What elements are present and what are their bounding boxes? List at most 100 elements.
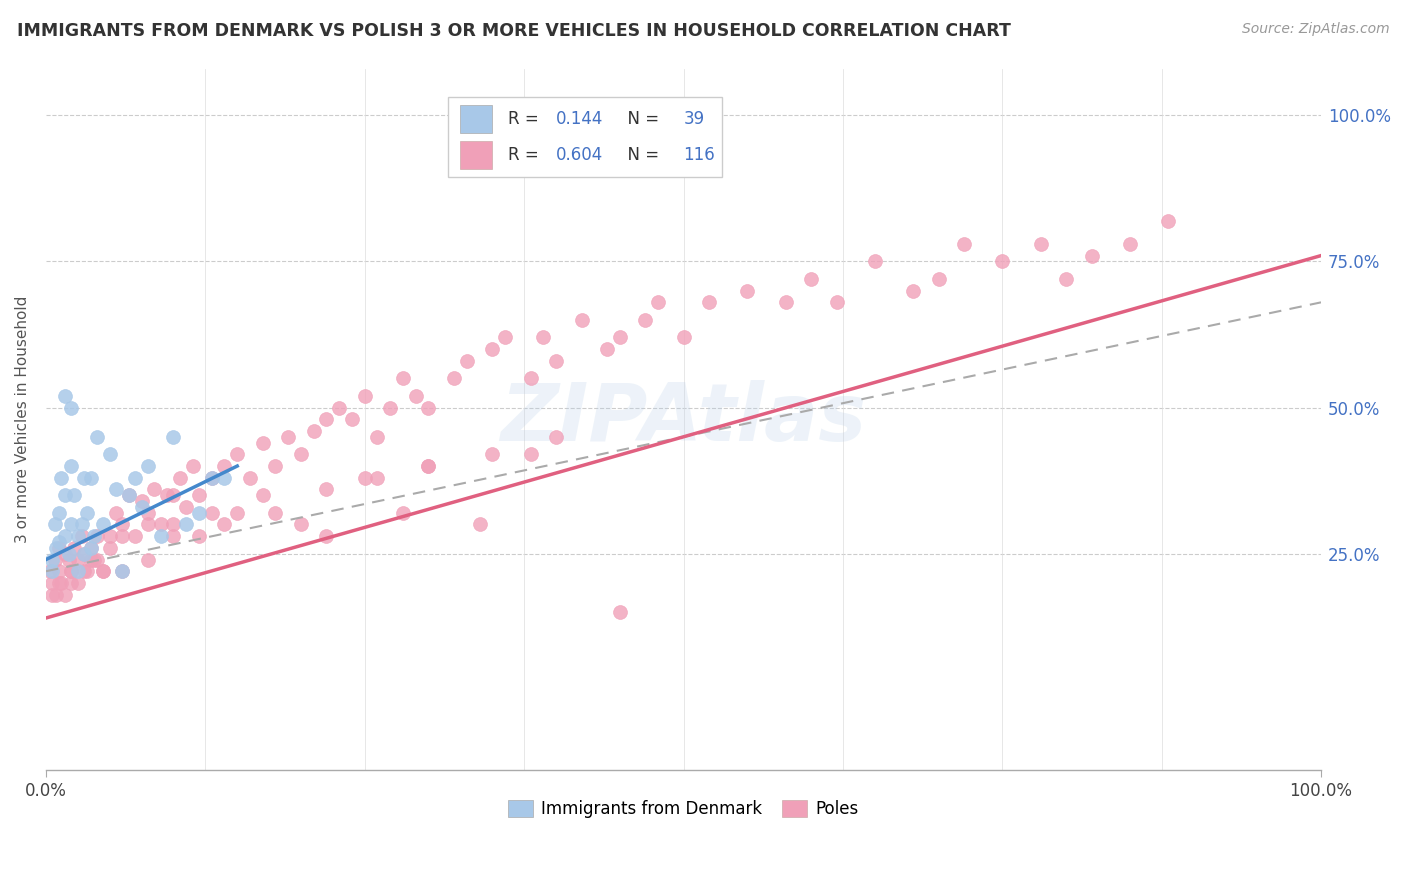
Point — [366, 430, 388, 444]
Point — [98, 447, 121, 461]
Point — [672, 330, 695, 344]
Point — [48, 535, 70, 549]
Point — [83, 529, 105, 543]
Point — [800, 272, 823, 286]
Point — [201, 506, 224, 520]
Point — [519, 447, 541, 461]
Point — [105, 506, 128, 520]
Y-axis label: 3 or more Vehicles in Household: 3 or more Vehicles in Household — [15, 295, 30, 543]
Point — [66, 564, 89, 578]
Point — [1054, 272, 1077, 286]
Point — [188, 488, 211, 502]
Point — [366, 471, 388, 485]
Point — [93, 564, 115, 578]
Bar — [460, 141, 492, 169]
Point — [86, 529, 108, 543]
Point — [79, 541, 101, 555]
Point — [60, 564, 83, 578]
Point — [544, 430, 567, 444]
Point — [51, 471, 73, 485]
Point — [63, 541, 86, 555]
Point — [418, 401, 440, 415]
Point — [60, 401, 83, 415]
Point — [1080, 249, 1102, 263]
FancyBboxPatch shape — [447, 96, 721, 178]
Point — [124, 471, 146, 485]
Point — [735, 284, 758, 298]
Point — [73, 547, 96, 561]
Text: R =: R = — [508, 111, 544, 128]
Point — [825, 295, 848, 310]
Point — [73, 471, 96, 485]
Point — [392, 506, 415, 520]
Point — [596, 342, 619, 356]
Point — [70, 517, 93, 532]
Point — [136, 517, 159, 532]
Point — [392, 371, 415, 385]
Point — [98, 541, 121, 555]
Point — [60, 517, 83, 532]
Point — [79, 552, 101, 566]
Point — [111, 517, 134, 532]
Point — [328, 401, 350, 415]
Point — [131, 494, 153, 508]
Point — [118, 488, 141, 502]
Point — [174, 517, 197, 532]
Text: 0.604: 0.604 — [555, 145, 603, 163]
Point — [76, 506, 98, 520]
Point — [124, 529, 146, 543]
Point — [214, 517, 236, 532]
Point — [45, 588, 67, 602]
Point — [111, 529, 134, 543]
Point — [443, 371, 465, 385]
Point — [226, 447, 249, 461]
Point — [264, 506, 287, 520]
Point — [481, 447, 503, 461]
Point — [226, 506, 249, 520]
Point — [162, 430, 184, 444]
Point — [111, 564, 134, 578]
Text: Source: ZipAtlas.com: Source: ZipAtlas.com — [1241, 22, 1389, 37]
Point — [697, 295, 720, 310]
Point — [143, 483, 166, 497]
Point — [162, 488, 184, 502]
Point — [53, 488, 76, 502]
Point — [79, 471, 101, 485]
Point — [48, 576, 70, 591]
Point — [105, 483, 128, 497]
Text: ZIPAtlas: ZIPAtlas — [501, 380, 866, 458]
Point — [315, 529, 337, 543]
Point — [53, 529, 76, 543]
Point — [405, 389, 427, 403]
Text: N =: N = — [617, 111, 665, 128]
Point — [118, 488, 141, 502]
Point — [73, 564, 96, 578]
Point — [93, 517, 115, 532]
Point — [1157, 213, 1180, 227]
Point — [571, 313, 593, 327]
Point — [41, 564, 63, 578]
Point — [181, 458, 204, 473]
Point — [494, 330, 516, 344]
Legend: Immigrants from Denmark, Poles: Immigrants from Denmark, Poles — [502, 793, 866, 825]
Point — [928, 272, 950, 286]
Text: 0.144: 0.144 — [555, 111, 603, 128]
Text: 116: 116 — [683, 145, 716, 163]
Point — [73, 547, 96, 561]
Point — [380, 401, 402, 415]
Point — [201, 471, 224, 485]
Point — [45, 541, 67, 555]
Point — [315, 412, 337, 426]
Point — [156, 488, 179, 502]
Point — [201, 471, 224, 485]
Point — [775, 295, 797, 310]
Point — [86, 552, 108, 566]
Point — [647, 295, 669, 310]
Point — [418, 458, 440, 473]
Point — [609, 605, 631, 619]
Point — [302, 424, 325, 438]
Text: IMMIGRANTS FROM DENMARK VS POLISH 3 OR MORE VEHICLES IN HOUSEHOLD CORRELATION CH: IMMIGRANTS FROM DENMARK VS POLISH 3 OR M… — [17, 22, 1011, 40]
Point — [38, 564, 60, 578]
Point — [252, 435, 274, 450]
Point — [531, 330, 554, 344]
